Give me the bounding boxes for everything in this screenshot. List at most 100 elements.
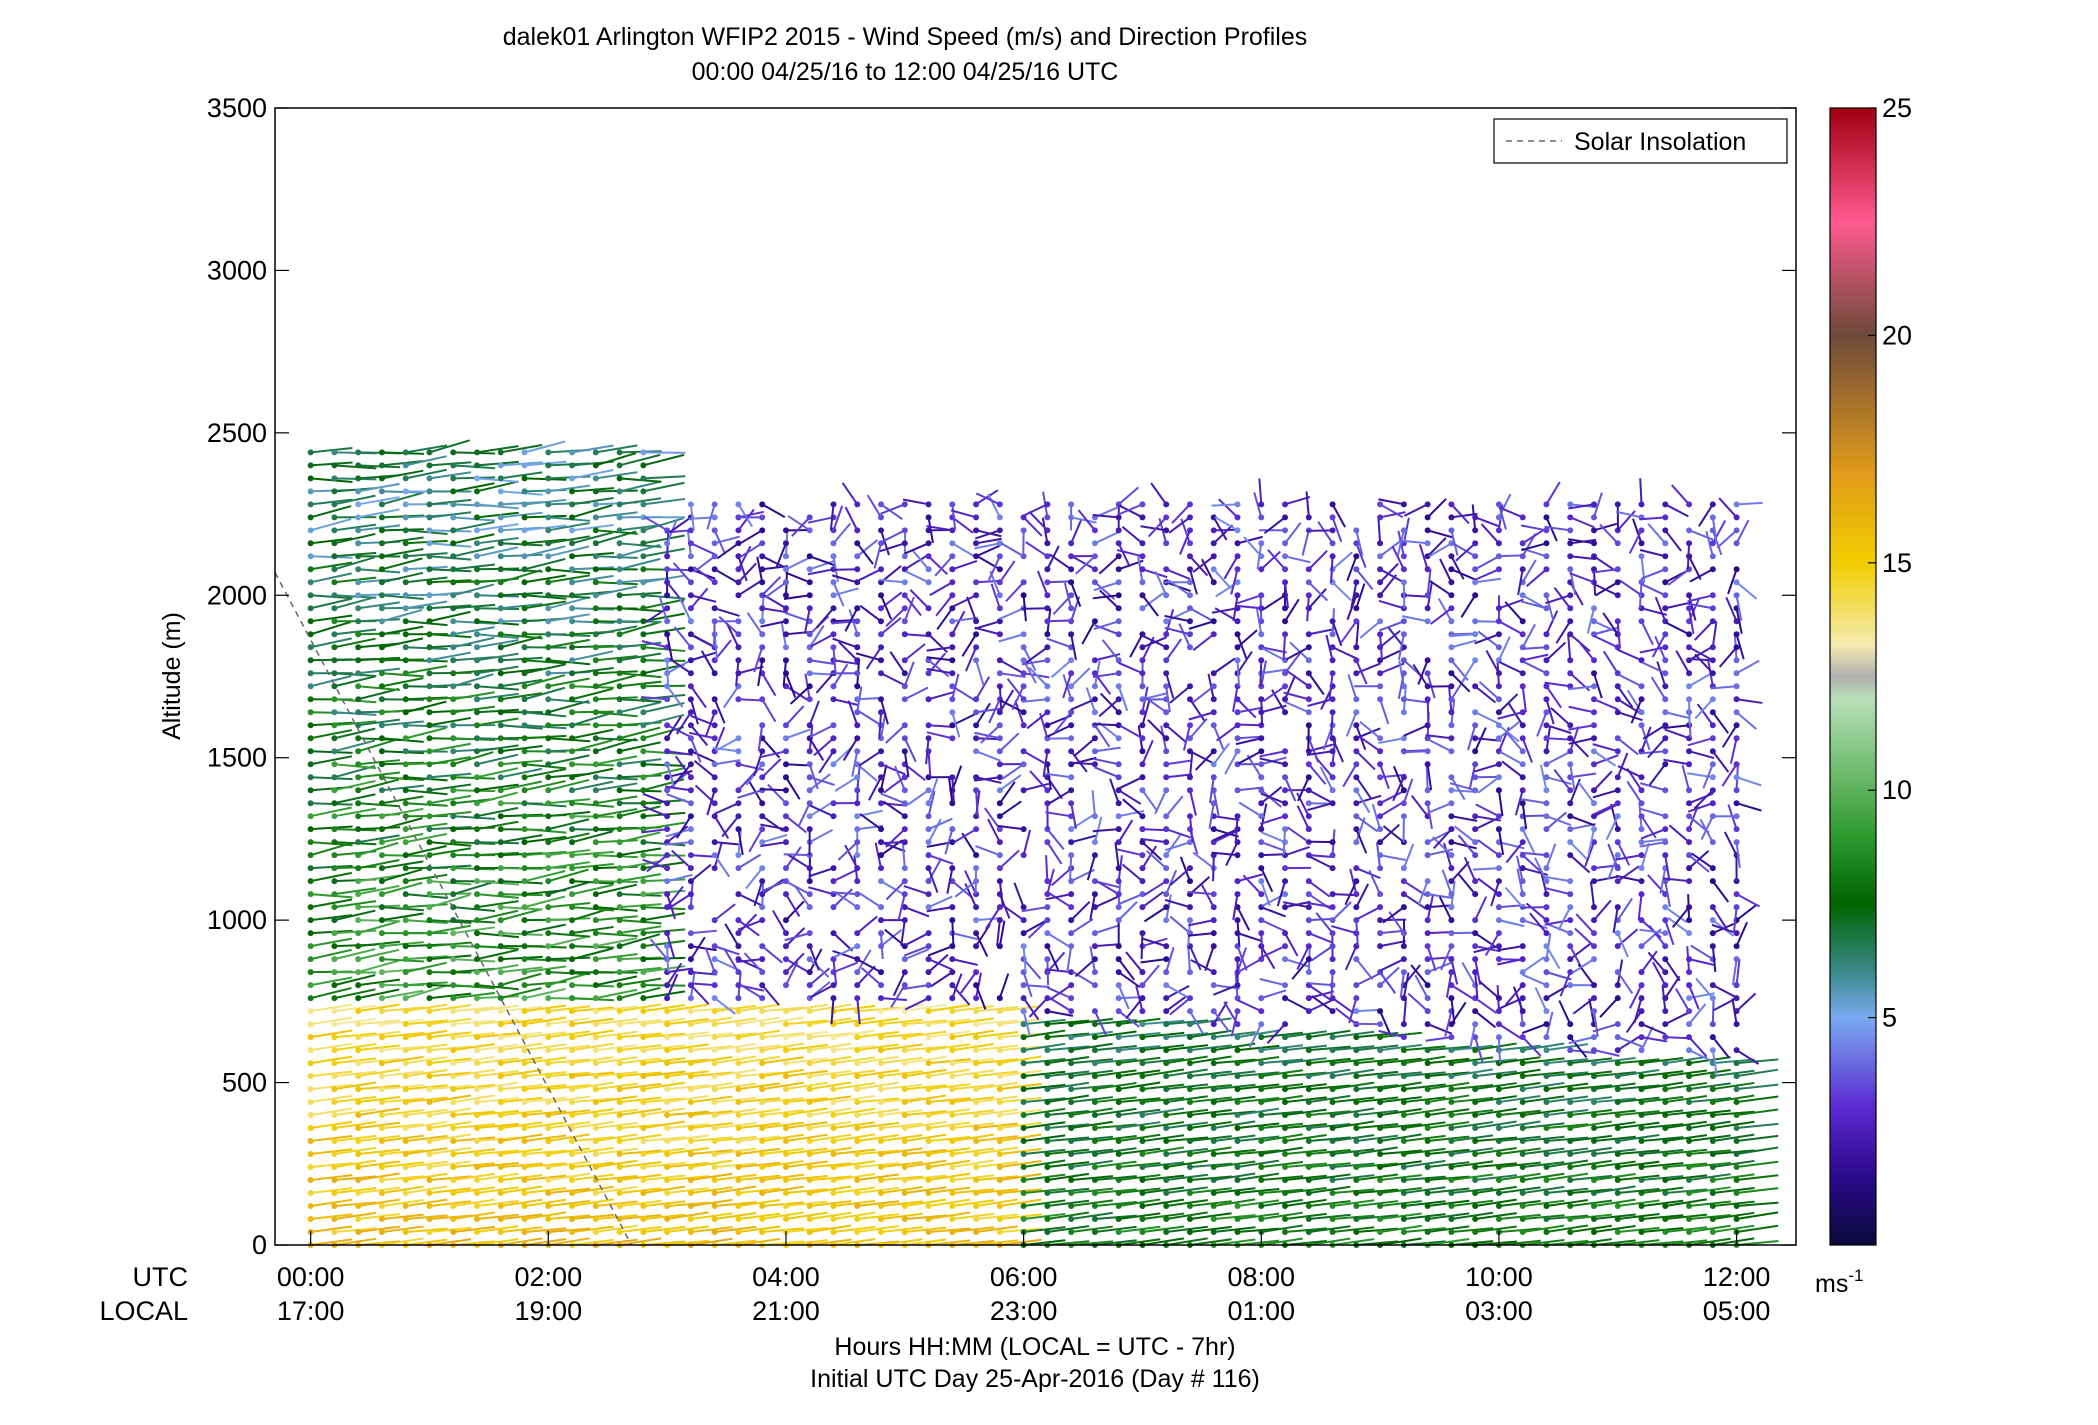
- wind-barb-dot: [759, 618, 766, 625]
- wind-barb: [429, 610, 471, 623]
- wind-barb-dot: [664, 657, 671, 664]
- wind-barb-dot: [687, 1047, 694, 1054]
- wind-barb-dot: [925, 813, 932, 820]
- wind-barb: [904, 1068, 947, 1078]
- wind-barb-dot: [1210, 1151, 1217, 1158]
- wind-barb-dot: [830, 1099, 837, 1106]
- wind-barb-dot: [782, 1164, 789, 1171]
- wind-barb-dot: [1353, 982, 1360, 989]
- wind-barb-dot: [450, 839, 457, 846]
- wind-barb: [595, 1071, 638, 1078]
- wind-barb: [987, 818, 1001, 843]
- wind-barb-dot: [1068, 1034, 1075, 1041]
- wind-barb: [835, 891, 858, 908]
- wind-barb: [1332, 1214, 1375, 1221]
- wind-barb-dot: [521, 488, 528, 495]
- wind-barb: [334, 793, 376, 805]
- wind-barb-dot: [973, 865, 980, 872]
- wind-barb-dot: [426, 748, 433, 755]
- wind-barb-dot: [735, 592, 742, 599]
- wind-barb: [785, 630, 812, 636]
- wind-barb: [1237, 1199, 1280, 1208]
- wind-barb: [1047, 1010, 1074, 1017]
- wind-barb-dot: [378, 475, 385, 482]
- wind-barb-dot: [996, 1047, 1003, 1054]
- wind-barb: [809, 1069, 852, 1078]
- wind-barb-dot: [1139, 852, 1146, 859]
- wind-barb-dot: [1044, 1060, 1051, 1067]
- wind-barb: [1260, 841, 1287, 852]
- wind-barb: [548, 832, 590, 844]
- wind-barb-dot: [1282, 956, 1289, 963]
- wind-barb-dot: [782, 787, 789, 794]
- wind-barb: [999, 1069, 1042, 1078]
- wind-barb-dot: [806, 696, 813, 703]
- wind-barb-dot: [1353, 1125, 1360, 1132]
- wind-barb-dot: [1258, 501, 1265, 508]
- wind-barb: [500, 461, 543, 467]
- wind-barb: [1331, 901, 1352, 921]
- wind-barb-dot: [307, 1060, 314, 1067]
- wind-barb: [1261, 1031, 1304, 1039]
- wind-barb-dot: [830, 904, 837, 911]
- wind-barb-dot: [402, 683, 409, 690]
- wind-barb-dot: [949, 839, 956, 846]
- wind-barb-dot: [616, 969, 623, 976]
- wind-barb-dot: [901, 1047, 908, 1054]
- wind-barb-dot: [616, 1125, 623, 1132]
- wind-barb-dot: [1258, 1164, 1265, 1171]
- wind-barb: [803, 608, 811, 635]
- wind-barb-dot: [1258, 800, 1265, 807]
- wind-barb-dot: [830, 761, 837, 768]
- wind-barb: [1189, 569, 1198, 595]
- wind-barb-dot: [331, 1164, 338, 1171]
- wind-barb: [1355, 867, 1381, 880]
- wind-barb: [1284, 1030, 1327, 1039]
- wind-barb-dot: [616, 826, 623, 833]
- wind-barb: [595, 1185, 638, 1195]
- wind-barb: [1094, 1160, 1137, 1169]
- wind-barb-dot: [355, 904, 362, 911]
- wind-barb: [690, 1016, 733, 1026]
- wind-barb-dot: [1139, 501, 1146, 508]
- wind-barb: [809, 1121, 852, 1130]
- wind-barb-dot: [687, 1034, 694, 1041]
- wind-barb-dot: [545, 891, 552, 898]
- wind-barb-dot: [1258, 540, 1265, 547]
- wind-barb-dot: [402, 826, 409, 833]
- wind-barb: [358, 940, 401, 948]
- wind-barb: [928, 1186, 971, 1195]
- wind-barb: [1142, 1031, 1185, 1039]
- wind-barb-dot: [402, 501, 409, 508]
- wind-barb: [809, 828, 834, 844]
- wind-barb: [429, 633, 472, 639]
- wind-barb: [988, 555, 1001, 581]
- wind-barb: [1071, 1187, 1114, 1195]
- wind-barb-dot: [1186, 566, 1193, 573]
- wind-barb-dot: [711, 865, 718, 872]
- wind-barb-dot: [878, 657, 885, 664]
- wind-barb: [785, 1174, 828, 1182]
- wind-barb-dot: [569, 644, 576, 651]
- wind-barb: [1356, 794, 1382, 805]
- wind-barb: [1189, 1212, 1232, 1221]
- wind-barb-dot: [640, 1021, 647, 1028]
- wind-barb: [1022, 646, 1037, 671]
- wind-barb-dot: [996, 852, 1003, 859]
- wind-barb: [358, 978, 400, 987]
- wind-barb: [857, 1200, 900, 1208]
- wind-barb: [1213, 1134, 1256, 1143]
- wind-barb-dot: [1282, 943, 1289, 950]
- wind-barb-dot: [569, 943, 576, 950]
- wind-barb: [1261, 646, 1287, 654]
- wind-barb: [1355, 621, 1360, 648]
- wind-barb: [358, 601, 400, 610]
- wind-barb-dot: [640, 748, 647, 755]
- wind-barb-dot: [711, 917, 718, 924]
- wind-barb-dot: [1020, 1086, 1027, 1093]
- wind-barb-dot: [1234, 631, 1241, 638]
- wind-barb: [524, 987, 566, 1000]
- wind-barb: [1166, 1044, 1209, 1052]
- wind-barb-dot: [806, 1073, 813, 1080]
- wind-barb: [571, 1213, 614, 1221]
